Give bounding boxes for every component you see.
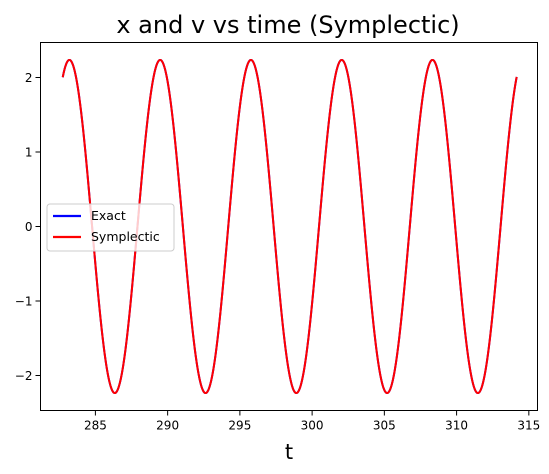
x-tick-label: 295 (228, 419, 251, 433)
x-tick-label: 305 (373, 419, 396, 433)
chart-title: x and v vs time (Symplectic) (116, 11, 459, 39)
y-tick-label: −1 (15, 294, 33, 308)
y-axis: 2 1 0 −1 −2 (15, 71, 41, 383)
x-axis: 285 290 295 300 305 310 315 (84, 411, 540, 433)
x-tick-label: 285 (84, 419, 107, 433)
x-tick-label: 300 (301, 419, 324, 433)
legend: Exact Symplectic (47, 204, 174, 251)
y-tick-label: 0 (25, 220, 33, 234)
y-tick-label: 2 (25, 71, 33, 85)
legend-label-symplectic: Symplectic (91, 229, 160, 244)
x-tick-label: 315 (517, 419, 540, 433)
x-axis-label: t (285, 440, 293, 464)
y-tick-label: 1 (25, 146, 33, 160)
y-tick-label: −2 (15, 369, 33, 383)
legend-label-exact: Exact (91, 208, 126, 223)
x-tick-label: 310 (445, 419, 468, 433)
x-tick-label: 290 (156, 419, 179, 433)
